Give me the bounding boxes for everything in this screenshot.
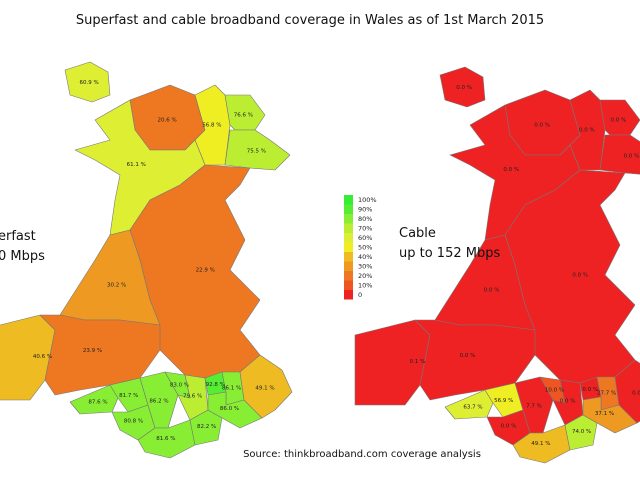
map-label: Cable — [399, 226, 436, 241]
legend-label: 100% — [358, 196, 377, 204]
region-label: 27.7 % — [597, 391, 616, 397]
region — [224, 129, 291, 171]
legend-label: 50% — [358, 244, 372, 252]
region-label: 76.6 % — [234, 113, 253, 119]
region-label: 37.1 % — [595, 411, 614, 417]
region-label: 0.0 % — [484, 288, 500, 294]
region-label: 0.0 % — [624, 154, 640, 160]
region-label: 49.1 % — [255, 386, 274, 392]
legend-swatch — [344, 290, 353, 300]
legend-label: 80% — [358, 215, 372, 223]
region-label: 20.6 % — [158, 118, 177, 124]
region-label: 0.0 % — [582, 387, 598, 393]
region-label: 82.2 % — [197, 424, 216, 430]
legend-label: 20% — [358, 272, 372, 280]
region — [64, 61, 111, 103]
legend-swatch — [344, 233, 353, 243]
region-label: 81.6 % — [156, 436, 175, 442]
region-label: 22.9 % — [196, 268, 215, 274]
region — [614, 359, 640, 424]
wales-map: 60.9 % 20.6 % 56.8 % 76.6 % 75.5 % 61.1 % 22.9… — [0, 61, 293, 459]
region-label: 87.6 % — [88, 400, 107, 406]
region — [239, 354, 293, 419]
region-label: 0.0 % — [503, 167, 519, 173]
region-label: 0.0 % — [460, 353, 476, 359]
map-label: erfast — [0, 229, 36, 244]
region-label: 83.0 % — [170, 383, 189, 389]
legend-swatch — [344, 204, 353, 214]
legend-swatch — [344, 280, 353, 290]
region-label: 0.1 % — [410, 359, 426, 365]
region-label: 56.8 % — [202, 123, 221, 129]
region-label: 86.2 % — [149, 399, 168, 405]
legend-swatch — [344, 252, 353, 262]
region-label: 30.2 % — [107, 283, 126, 289]
region-label: 0.0 % — [632, 391, 640, 397]
region-label: 23.9 % — [83, 348, 102, 354]
map-label: 0 Mbps — [0, 249, 45, 264]
legend-label: 70% — [358, 225, 372, 233]
legend-label: 40% — [358, 253, 372, 261]
legend-swatch — [344, 271, 353, 281]
wales-map: 0.0 % 0.0 % 0.0 % 0.0 % 0.0 % 0.0 % 0.0 % 0.0 %… — [354, 66, 640, 464]
region-label: 40.6 % — [33, 354, 52, 360]
region-label: 86.1 % — [222, 386, 241, 392]
region — [444, 389, 494, 420]
legend-label: 10% — [358, 282, 372, 290]
region — [439, 66, 486, 108]
region-label: 7.7 % — [526, 404, 542, 410]
source: Source: thinkbroadband.com coverage anal… — [243, 449, 481, 460]
legend-label: 30% — [358, 263, 372, 271]
region-label: 0.0 % — [610, 118, 626, 124]
region-label: 0.0 % — [456, 85, 472, 91]
region-label: 74.0 % — [572, 429, 591, 435]
legend-label: 60% — [358, 234, 372, 242]
region-label: 56.9 % — [494, 398, 513, 404]
legend-label: 0 — [358, 291, 362, 299]
legend-swatch — [344, 214, 353, 224]
region-label: 10.0 % — [545, 388, 564, 394]
region — [189, 409, 223, 446]
title: Superfast and cable broadband coverage i… — [76, 13, 544, 28]
region-label: 61.1 % — [127, 162, 146, 168]
region-label: 60.9 % — [80, 80, 99, 86]
region-label: 86.0 % — [220, 406, 239, 412]
region-label: 49.1 % — [531, 441, 550, 447]
legend-label: 90% — [358, 206, 372, 214]
legend-swatch — [344, 242, 353, 252]
region — [599, 134, 640, 175]
region-label: 80.8 % — [124, 419, 143, 425]
region-label: 92.8 % — [206, 382, 225, 388]
region-label: 81.7 % — [119, 393, 138, 399]
region-label: 75.5 % — [247, 149, 266, 155]
legend-swatch — [344, 261, 353, 271]
region-label: 0.0 % — [579, 128, 595, 134]
map-label: up to 152 Mbps — [399, 246, 500, 261]
region-label: 79.6 % — [183, 394, 202, 400]
region-label: 0.0 % — [572, 273, 588, 279]
legend-swatch — [344, 223, 353, 233]
region — [564, 414, 598, 451]
legend-swatch — [344, 195, 353, 205]
region-label: 0.0 % — [560, 399, 576, 405]
region-label: 0.0 % — [501, 424, 517, 430]
region — [69, 384, 119, 415]
region-label: 63.7 % — [463, 405, 482, 411]
region-label: 0.0 % — [534, 123, 550, 129]
